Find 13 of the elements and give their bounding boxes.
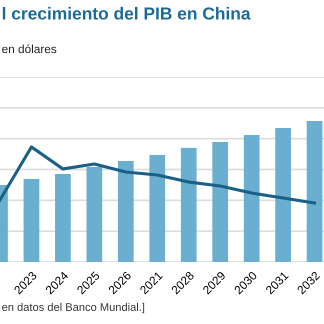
chart-subtitle: en dólares xyxy=(2,44,56,54)
bar xyxy=(275,128,291,262)
bar xyxy=(244,134,260,262)
bar xyxy=(212,142,228,262)
bar xyxy=(86,166,102,262)
bar xyxy=(180,148,197,262)
bar xyxy=(149,154,166,262)
bar xyxy=(55,174,71,262)
bar xyxy=(118,161,134,262)
chart-title: l crecimiento del PIB en China xyxy=(2,6,251,20)
text: en datos del Banco Mundial.] xyxy=(2,302,144,314)
bar xyxy=(306,120,322,262)
bar xyxy=(24,178,40,262)
